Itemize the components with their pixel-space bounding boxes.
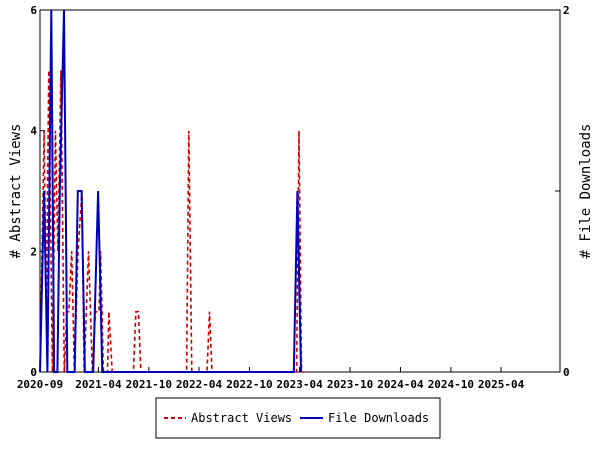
series-layer	[39, 9, 305, 373]
x-tick-label: 2021-04	[75, 378, 122, 391]
legend-label-file-downloads: File Downloads	[328, 411, 429, 425]
series-line-file-downloads	[39, 9, 302, 373]
right-y-ticks: 02	[555, 4, 570, 379]
left-y-tick-label: 0	[30, 366, 37, 379]
left-y-tick-label: 6	[30, 4, 37, 17]
x-tick-label: 2023-10	[327, 378, 373, 391]
x-tick-label: 2021-10	[126, 378, 172, 391]
x-tick-label: 2025-04	[478, 378, 525, 391]
left-y-tick-label: 2	[30, 245, 37, 258]
legend-box	[155, 397, 441, 439]
x-tick-label: 2023-04	[276, 378, 323, 391]
x-tick-label: 2022-04	[176, 378, 223, 391]
right-y-tick-label: 2	[563, 4, 570, 17]
right-y-tick-label: 0	[563, 366, 570, 379]
x-tick-label: 2024-04	[377, 378, 424, 391]
x-tick-label: 2020-09	[17, 378, 63, 391]
x-tick-label: 2024-10	[428, 378, 474, 391]
left-y-tick-label: 4	[30, 125, 37, 138]
x-ticks: 2020-09 2021-04 2021-10 2022-04 2022-10 2023-…	[17, 367, 525, 391]
left-axis-title: # Abstract Views	[8, 124, 24, 259]
legend-label-abstract-views: Abstract Views	[191, 411, 292, 425]
right-axis-title: # File Downloads	[578, 124, 594, 259]
x-tick-label: 2022-10	[226, 378, 272, 391]
legend: Abstract Views File Downloads	[155, 397, 441, 439]
